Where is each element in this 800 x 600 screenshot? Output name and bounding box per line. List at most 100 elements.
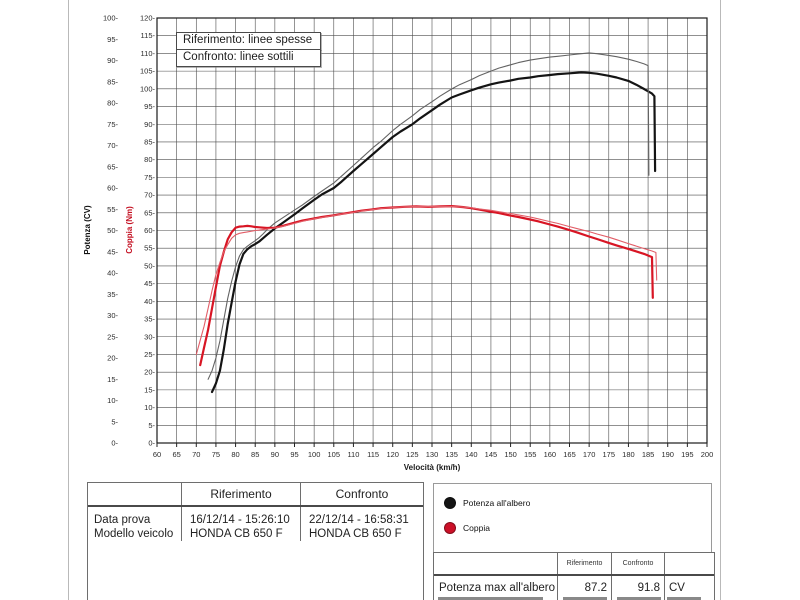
svg-text:50-: 50- — [107, 226, 118, 235]
test-info-table-body: Data prova Modello veicolo 16/12/14 - 15… — [88, 507, 423, 541]
svg-text:75: 75 — [212, 450, 220, 459]
results-header-riferimento: Riferimento — [557, 553, 611, 574]
svg-text:35-: 35- — [107, 290, 118, 299]
svg-text:200: 200 — [701, 450, 714, 459]
svg-text:30-: 30- — [144, 332, 155, 341]
info-confronto-values: 22/12/14 - 16:58:31 HONDA CB 650 F — [300, 507, 423, 541]
x-axis-title: Velocità (km/h) — [404, 463, 461, 472]
dyno-chart: 60 65 70 75 80 85 90 95 100 105 110 115 120 125 130 135… — [83, 14, 713, 473]
torque-axis-title: Coppia (Nm) — [125, 206, 134, 254]
svg-text:10-: 10- — [107, 396, 118, 405]
svg-text:10-: 10- — [144, 403, 155, 412]
svg-text:195: 195 — [681, 450, 694, 459]
svg-text:30-: 30- — [107, 311, 118, 320]
svg-text:90-: 90- — [144, 120, 155, 129]
svg-text:40-: 40- — [107, 269, 118, 278]
svg-text:20-: 20- — [144, 368, 155, 377]
svg-text:75-: 75- — [107, 120, 118, 129]
max-power-label: Potenza max all'albero — [439, 582, 555, 594]
svg-text:180: 180 — [622, 450, 635, 459]
svg-text:125: 125 — [406, 450, 419, 459]
svg-text:95-: 95- — [107, 35, 118, 44]
svg-text:0-: 0- — [148, 439, 155, 448]
svg-text:55-: 55- — [107, 205, 118, 214]
info-header-empty — [88, 483, 181, 505]
svg-text:15-: 15- — [144, 385, 155, 394]
svg-text:100-: 100- — [103, 14, 119, 23]
svg-text:65-: 65- — [144, 208, 155, 217]
svg-text:70: 70 — [192, 450, 200, 459]
legend-item-power: Potenza all'albero — [444, 494, 711, 512]
max-power-unit: CV — [664, 576, 714, 600]
svg-text:80-: 80- — [107, 99, 118, 108]
svg-text:175: 175 — [603, 450, 616, 459]
left-frame-line — [68, 0, 69, 600]
svg-text:5-: 5- — [111, 417, 118, 426]
svg-text:160: 160 — [544, 450, 557, 459]
info-header-riferimento: Riferimento — [181, 483, 300, 505]
results-row-max-power: Potenza max all'albero 87.2 91.8 CV — [434, 576, 714, 600]
svg-text:75-: 75- — [144, 173, 155, 182]
svg-text:35-: 35- — [144, 315, 155, 324]
svg-text:25-: 25- — [144, 350, 155, 359]
svg-text:70-: 70- — [144, 191, 155, 200]
label-modello-veicolo: Modello veicolo — [94, 527, 174, 540]
svg-text:80-: 80- — [144, 155, 155, 164]
power-axis-title: Potenza (CV) — [83, 205, 92, 255]
svg-text:15-: 15- — [107, 375, 118, 384]
svg-text:60-: 60- — [107, 184, 118, 193]
torque-series-dot-icon — [444, 522, 456, 534]
svg-text:100: 100 — [308, 450, 321, 459]
legend-item-torque: Coppia — [444, 519, 711, 537]
results-header-empty — [434, 553, 557, 574]
partially-visible-row — [433, 597, 715, 600]
svg-text:85-: 85- — [144, 137, 155, 146]
svg-text:5-: 5- — [148, 421, 155, 430]
riferimento-data-prova: 16/12/14 - 15:26:10 — [190, 514, 290, 526]
chart-axis-ticks: 60 65 70 75 80 85 90 95 100 105 110 115 120 125 130 135… — [103, 14, 713, 460]
results-header-unit — [664, 553, 714, 574]
svg-text:90: 90 — [271, 450, 279, 459]
series-legend-panel: Potenza all'albero Coppia — [433, 483, 712, 553]
svg-text:50-: 50- — [144, 261, 155, 270]
svg-text:70-: 70- — [107, 141, 118, 150]
svg-text:60-: 60- — [144, 226, 155, 235]
svg-text:85: 85 — [251, 450, 259, 459]
svg-text:185: 185 — [642, 450, 655, 459]
svg-text:120: 120 — [386, 450, 399, 459]
svg-text:115: 115 — [367, 450, 379, 459]
test-info-table-header: Riferimento Confronto — [88, 483, 423, 507]
info-riferimento-values: 16/12/14 - 15:26:10 HONDA CB 650 F — [181, 507, 300, 541]
power-series-label: Potenza all'albero — [463, 498, 531, 508]
svg-text:85-: 85- — [107, 77, 118, 86]
svg-text:155: 155 — [524, 450, 537, 459]
svg-text:170: 170 — [583, 450, 596, 459]
svg-text:95: 95 — [290, 450, 298, 459]
svg-text:115-: 115- — [141, 31, 156, 40]
svg-text:165: 165 — [563, 450, 576, 459]
confronto-data-prova: 22/12/14 - 16:58:31 — [309, 514, 409, 526]
svg-text:145: 145 — [485, 450, 498, 459]
svg-text:60: 60 — [153, 450, 161, 459]
svg-text:25-: 25- — [107, 332, 118, 341]
svg-text:105: 105 — [328, 450, 341, 459]
chart-grid — [156, 17, 708, 444]
test-info-table: Riferimento Confronto Data prova Modello… — [87, 482, 424, 600]
results-table-header: Riferimento Confronto — [434, 553, 714, 576]
results-table: Riferimento Confronto Potenza max all'al… — [433, 552, 715, 600]
svg-text:140: 140 — [465, 450, 478, 459]
max-power-riferimento-value: 87.2 — [557, 576, 611, 600]
svg-text:110-: 110- — [141, 49, 156, 58]
reference-legend-text: Riferimento: linee spesse — [176, 32, 322, 50]
chart-curves — [195, 52, 658, 394]
svg-text:150: 150 — [504, 450, 517, 459]
svg-text:135: 135 — [445, 450, 458, 459]
torque-series-label: Coppia — [463, 523, 490, 533]
svg-text:110: 110 — [347, 450, 359, 459]
svg-text:55-: 55- — [144, 244, 155, 253]
max-power-confronto-value: 91.8 — [611, 576, 664, 600]
label-data-prova: Data prova — [94, 514, 151, 526]
comparison-legend-box: Riferimento: linee spesse Confronto: lin… — [176, 32, 322, 67]
svg-text:80: 80 — [231, 450, 239, 459]
